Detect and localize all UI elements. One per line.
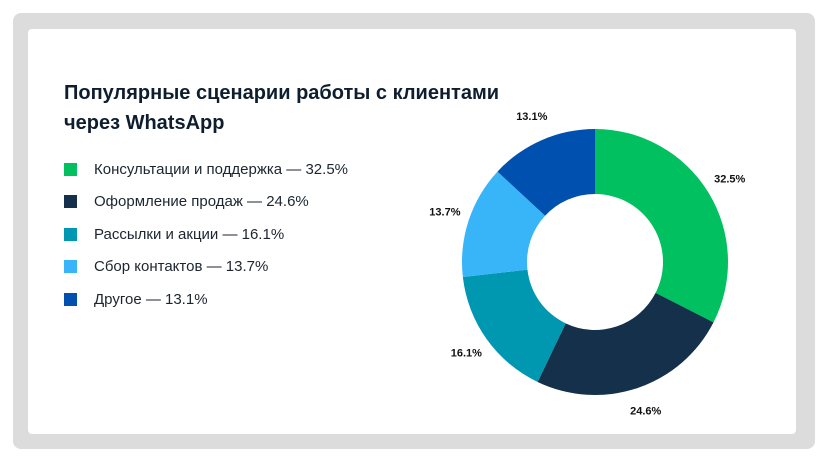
donut-labels: 32.5% 24.6% 16.1% 13.7% 13.1% [429, 111, 745, 417]
data-label-consultations: 32.5% [714, 173, 745, 185]
chart-title: Популярные сценарии работы с клиентами ч… [64, 82, 500, 134]
legend-swatch [64, 227, 77, 241]
legend-item-other: Другое — 13.1% [64, 288, 348, 310]
legend-swatch [64, 195, 77, 208]
legend-label: Другое — 13.1% [94, 290, 208, 308]
legend-label: Консультации и поддержка — 32.5% [94, 160, 348, 178]
donut-slices [462, 129, 728, 395]
legend-swatch [64, 260, 77, 273]
legend-label: Сбор контактов — 13.7% [94, 258, 269, 275]
legend-label: Оформление продаж — 24.6% [94, 193, 309, 210]
data-label-other: 13.1% [516, 111, 547, 123]
data-label-sales: 24.6% [630, 406, 661, 418]
legend-item-sales: Оформление продаж — 24.6% [64, 191, 348, 213]
legend-item-mailings: Рассылки и акции — 16.1% [64, 223, 348, 245]
slice-consultations [595, 129, 728, 323]
slice-contacts [462, 171, 546, 278]
data-label-mailings: 16.1% [451, 348, 482, 360]
slice-mailings [462, 269, 566, 382]
slice-sales [537, 292, 714, 395]
legend-item-consultations: Консультации и поддержка — 32.5% [64, 158, 348, 180]
legend-swatch [64, 162, 77, 176]
data-label-contacts: 13.7% [429, 207, 460, 219]
slice-other [497, 129, 595, 216]
legend-item-contacts: Сбор контактов — 13.7% [64, 256, 348, 278]
legend-label: Рассылки и акции — 16.1% [94, 225, 285, 243]
legend-swatch [64, 292, 77, 306]
chart-legend: Консультации и поддержка — 32.5% Оформле… [64, 158, 348, 321]
